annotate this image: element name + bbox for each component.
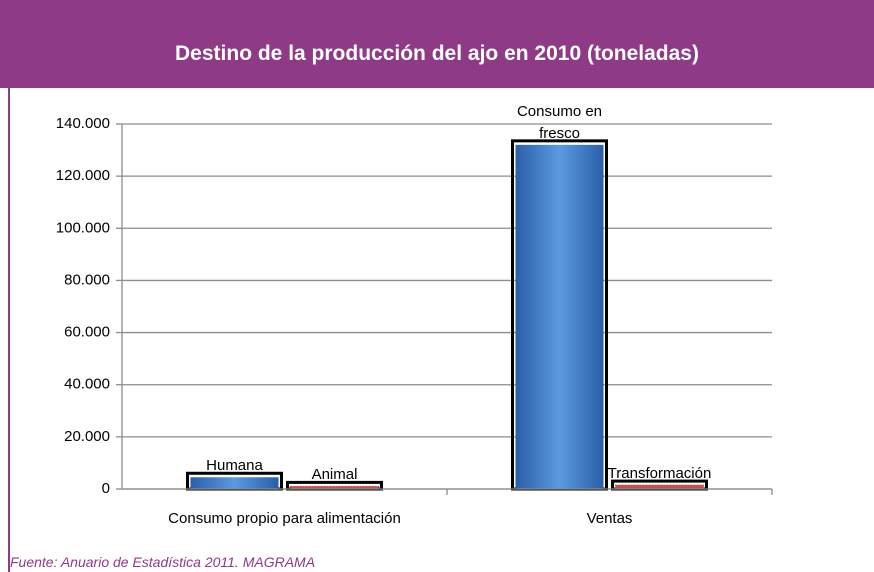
- y-tick-label: 80.000: [64, 271, 110, 288]
- y-tick-label: 0: [102, 480, 110, 497]
- y-tick-label: 60.000: [64, 324, 110, 341]
- x-tick-label: Consumo propio para alimentación: [168, 510, 401, 527]
- bar: [190, 477, 279, 489]
- bar: [290, 485, 379, 490]
- x-tick-label: Ventas: [587, 510, 633, 527]
- y-tick-label: 100.000: [56, 219, 110, 236]
- source-note: Fuente: Anuario de Estadística 2011. MAG…: [10, 554, 316, 570]
- y-tick-label: 20.000: [64, 428, 110, 445]
- chart-title: Destino de la producción del ajo en 2010…: [0, 0, 874, 88]
- data-label: Transformación: [607, 465, 712, 483]
- y-tick-label: 40.000: [64, 376, 110, 393]
- y-tick-label: 120.000: [56, 167, 110, 184]
- data-label: Humana: [206, 457, 263, 475]
- data-label: Animal: [311, 466, 358, 484]
- y-tick-label: 140.000: [56, 115, 110, 132]
- data-label: Consumo en fresco: [516, 102, 603, 142]
- bar: [515, 144, 604, 489]
- border: [8, 88, 10, 572]
